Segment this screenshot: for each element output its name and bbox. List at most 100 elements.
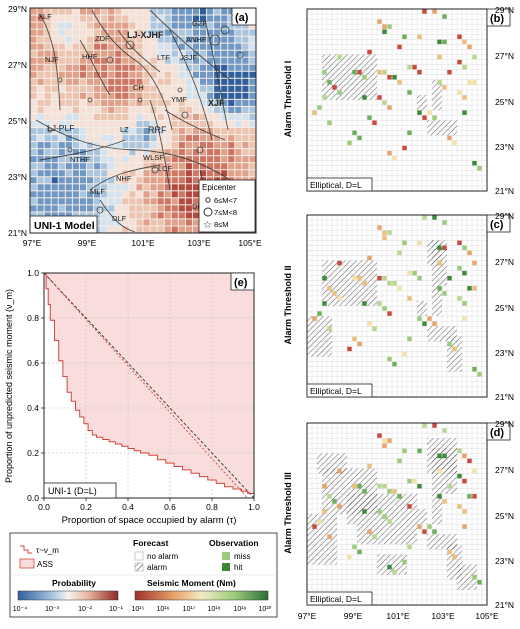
probability-cell	[164, 212, 171, 219]
probability-cell	[171, 191, 178, 198]
probability-cell	[157, 226, 164, 233]
probability-cell	[115, 205, 122, 212]
probability-cell	[108, 92, 115, 99]
probability-cell	[58, 149, 65, 156]
probability-cell	[65, 85, 72, 92]
probability-cell	[242, 121, 249, 128]
probability-cell	[94, 29, 101, 36]
probability-cell	[94, 57, 101, 64]
probability-cell	[178, 198, 185, 205]
probability-cell	[221, 128, 228, 135]
probability-cell	[44, 106, 51, 113]
probability-cell	[122, 15, 129, 22]
probability-cell	[228, 156, 235, 163]
probability-cell	[115, 156, 122, 163]
probability-cell	[129, 57, 136, 64]
probability-cell	[157, 43, 164, 50]
probability-cell	[122, 191, 129, 198]
observation-cell	[377, 19, 382, 24]
probability-cell	[150, 22, 157, 29]
probability-cell	[30, 22, 37, 29]
probability-cell	[207, 170, 214, 177]
probability-cell	[143, 22, 150, 29]
observation-cell	[397, 80, 402, 85]
probability-cell	[94, 64, 101, 71]
probability-cell	[192, 64, 199, 71]
probability-cell	[129, 184, 136, 191]
probability-cell	[65, 106, 72, 113]
probability-cell	[108, 170, 115, 177]
epicenter-marker	[181, 111, 189, 119]
probability-cell	[65, 22, 72, 29]
probability-cell	[129, 142, 136, 149]
probability-cell	[30, 78, 37, 85]
panel-e: Proportion of unpredicted seismic moment…	[4, 268, 260, 526]
probability-cell	[122, 226, 129, 233]
probability-cell	[192, 226, 199, 233]
observation-cell	[462, 39, 467, 45]
probability-cell	[44, 36, 51, 43]
probability-cell	[122, 8, 129, 15]
probability-cell	[228, 135, 235, 142]
probability-cell	[30, 57, 37, 64]
curve-swatch	[20, 545, 32, 554]
observation-cell	[472, 468, 477, 474]
alarm-region	[322, 260, 377, 306]
probability-cell	[143, 92, 150, 99]
moment-colorbar	[134, 590, 269, 601]
probability-cell	[101, 226, 108, 233]
probability-cell	[101, 177, 108, 184]
probability-cell	[79, 22, 86, 29]
probability-cell	[65, 191, 72, 198]
probability-cell	[150, 43, 157, 50]
probability-cell	[58, 184, 65, 191]
probability-cell	[200, 29, 207, 36]
lat-label: 27°N	[495, 257, 514, 267]
probability-cell	[235, 36, 242, 43]
probability-cell	[101, 50, 108, 57]
probability-cell	[44, 57, 51, 64]
probability-cell	[122, 121, 129, 128]
probability-cell	[65, 57, 72, 64]
probability-cell	[178, 177, 185, 184]
probability-cell	[51, 121, 58, 128]
probability-cell	[235, 71, 242, 78]
probability-cell	[44, 198, 51, 205]
fault-labels: XLF ZDF LJ-XJHF GZF NJF HHF YMF LTF JSJF…	[38, 12, 225, 223]
probability-cell	[221, 163, 228, 170]
probability-cell	[150, 85, 157, 92]
probability-cell	[30, 212, 37, 219]
kernel-label: Elliptical, D=L	[310, 594, 362, 604]
probability-cell	[143, 113, 150, 120]
probability-cell	[129, 29, 136, 36]
epicenter-marker	[151, 166, 159, 174]
probability-cell	[192, 99, 199, 106]
probability-cell	[115, 198, 122, 205]
fault-label: NJF	[45, 55, 59, 64]
probability-cell	[115, 29, 122, 36]
probability-cell	[122, 170, 129, 177]
probability-cell	[87, 184, 94, 191]
epicenter-marker	[236, 51, 244, 59]
probability-cell	[115, 128, 122, 135]
probability-cell	[136, 57, 143, 64]
probability-cell	[87, 163, 94, 170]
probability-cell	[108, 106, 115, 113]
lon-label: 97°E	[23, 238, 42, 248]
probability-cell	[115, 226, 122, 233]
probability-cell	[108, 113, 115, 120]
probability-cell	[200, 142, 207, 149]
probability-cell	[178, 205, 185, 212]
model-label: UNI-1 (D=L)	[48, 486, 97, 496]
probability-cell	[79, 113, 86, 120]
observation-cell	[442, 39, 447, 45]
probability-cell	[108, 85, 115, 92]
probability-cell	[129, 71, 136, 78]
probability-cell	[101, 128, 108, 135]
probability-cell	[157, 29, 164, 36]
probability-cell	[207, 64, 214, 71]
probability-cell	[150, 128, 157, 135]
lon-label: 103°E	[187, 238, 211, 248]
probability-cell	[207, 8, 214, 15]
